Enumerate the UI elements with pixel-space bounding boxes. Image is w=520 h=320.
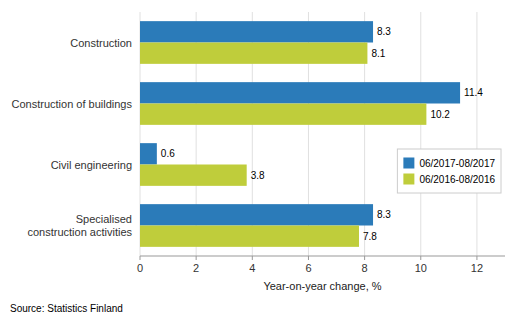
bar bbox=[140, 226, 359, 247]
bar bbox=[140, 43, 367, 64]
chart: 0246810128.30.611.48.37.83.810.28.1Speci… bbox=[0, 0, 520, 320]
tick-label: 6 bbox=[305, 262, 311, 274]
category-label-line: construction activities bbox=[27, 226, 132, 238]
bars bbox=[140, 21, 460, 247]
category-label-line: Construction of buildings bbox=[12, 98, 133, 110]
data-label: 7.8 bbox=[363, 231, 377, 242]
legend-frame bbox=[397, 149, 501, 193]
category-label: Specialisedconstruction activities bbox=[27, 213, 132, 238]
category-label-line: Construction bbox=[70, 37, 132, 49]
category-label-line: Specialised bbox=[76, 213, 132, 225]
data-label: 0.6 bbox=[161, 148, 175, 159]
grid-line bbox=[420, 12, 421, 256]
tick-label: 4 bbox=[249, 262, 255, 274]
grid-line bbox=[476, 12, 477, 256]
chart-container: 0246810128.30.611.48.37.83.810.28.1Speci… bbox=[0, 0, 520, 320]
data-label: 11.4 bbox=[464, 87, 483, 98]
bar bbox=[140, 104, 426, 125]
data-label: 8.3 bbox=[377, 26, 391, 37]
legend-swatch bbox=[403, 174, 414, 185]
tick-label: 0 bbox=[137, 262, 143, 274]
annotation: Source: Statistics Finland bbox=[10, 303, 123, 314]
data-labels: 8.30.611.48.37.83.810.28.1 bbox=[161, 26, 483, 241]
tick-mark bbox=[252, 256, 253, 260]
tick-mark bbox=[364, 256, 365, 260]
bar bbox=[140, 204, 373, 225]
data-label: 8.1 bbox=[371, 48, 385, 59]
category-label: Construction bbox=[70, 37, 132, 49]
tick-mark bbox=[420, 256, 421, 260]
tick-label: 2 bbox=[193, 262, 199, 274]
tick-mark bbox=[476, 256, 477, 260]
tick-label: 10 bbox=[415, 262, 427, 274]
bar bbox=[140, 165, 247, 186]
legend: 06/2017-08/2017 06/2016-08/2016 bbox=[397, 149, 501, 193]
x-axis-line bbox=[140, 256, 505, 257]
category-label: Construction of buildings bbox=[12, 98, 133, 110]
tick-mark bbox=[308, 256, 309, 260]
tick-mark bbox=[140, 256, 141, 260]
bar bbox=[140, 21, 373, 42]
legend-label: 06/2016-08/2016 bbox=[419, 174, 495, 185]
category-label-line: Civil engineering bbox=[51, 159, 132, 171]
category-label: Civil engineering bbox=[51, 159, 132, 171]
legend-label: 06/2017-08/2017 bbox=[419, 158, 495, 169]
bar bbox=[140, 143, 157, 164]
tick-label: 8 bbox=[362, 262, 368, 274]
data-label: 3.8 bbox=[251, 170, 265, 181]
tick-label: 12 bbox=[471, 262, 483, 274]
y-tick-labels: Specialisedconstruction activities Civil … bbox=[12, 37, 133, 239]
legend-swatch bbox=[403, 158, 414, 169]
bar bbox=[140, 82, 460, 103]
x-axis-label: Year-on-year change, % bbox=[263, 280, 381, 292]
data-label: 8.3 bbox=[377, 209, 391, 220]
data-label: 10.2 bbox=[430, 109, 450, 120]
grid bbox=[140, 12, 477, 256]
tick-mark bbox=[196, 256, 197, 260]
x-ticks: 0 2 4 6 8 10 12 bbox=[137, 256, 483, 274]
